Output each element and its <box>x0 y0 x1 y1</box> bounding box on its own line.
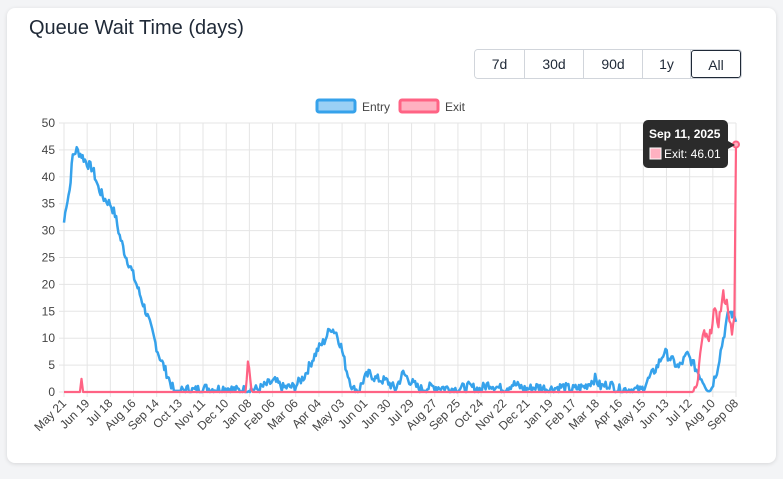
page-title: Queue Wait Time (days) <box>29 17 244 39</box>
y-tick-label: 0 <box>48 385 55 399</box>
time-range-selector: 7d 30d 90d 1y All <box>474 49 742 79</box>
tooltip-swatch <box>649 147 662 160</box>
range-90d-button[interactable]: 90d <box>584 50 643 78</box>
tooltip-label: Exit: 46.01 <box>664 147 721 161</box>
range-1y-button[interactable]: 1y <box>643 50 691 78</box>
chart-tooltip: Sep 11, 2025 Exit: 46.01 <box>643 120 735 168</box>
range-7d-button[interactable]: 7d <box>475 50 525 78</box>
legend-exit-swatch[interactable] <box>398 98 440 114</box>
y-tick-label: 40 <box>42 170 56 184</box>
y-tick-label: 45 <box>42 143 56 157</box>
y-axis: 0 5 10 15 20 25 30 35 40 45 50 <box>42 116 64 399</box>
legend-entry-label[interactable]: Entry <box>362 100 390 114</box>
legend-exit-label[interactable]: Exit <box>445 100 466 114</box>
series-line-entry[interactable] <box>62 145 738 394</box>
y-tick-label: 50 <box>42 116 56 130</box>
y-tick-label: 30 <box>42 224 56 238</box>
range-30d-button[interactable]: 30d <box>525 50 584 78</box>
y-tick-label: 20 <box>42 277 56 291</box>
tooltip-box <box>643 120 728 168</box>
y-tick-label: 35 <box>42 197 56 211</box>
y-tick-label: 25 <box>42 251 56 265</box>
chart-legend: Entry Exit <box>315 98 466 114</box>
range-all-button[interactable]: All <box>691 50 741 78</box>
y-tick-label: 5 <box>48 358 55 372</box>
legend-entry-swatch[interactable] <box>315 98 357 114</box>
y-tick-label: 10 <box>42 331 56 345</box>
tooltip-title: Sep 11, 2025 <box>649 127 721 141</box>
tooltip-caret <box>728 141 735 149</box>
chart-series <box>62 140 740 394</box>
series-line-exit[interactable] <box>64 143 738 394</box>
y-tick-label: 15 <box>42 304 56 318</box>
chart-grid <box>63 122 737 393</box>
